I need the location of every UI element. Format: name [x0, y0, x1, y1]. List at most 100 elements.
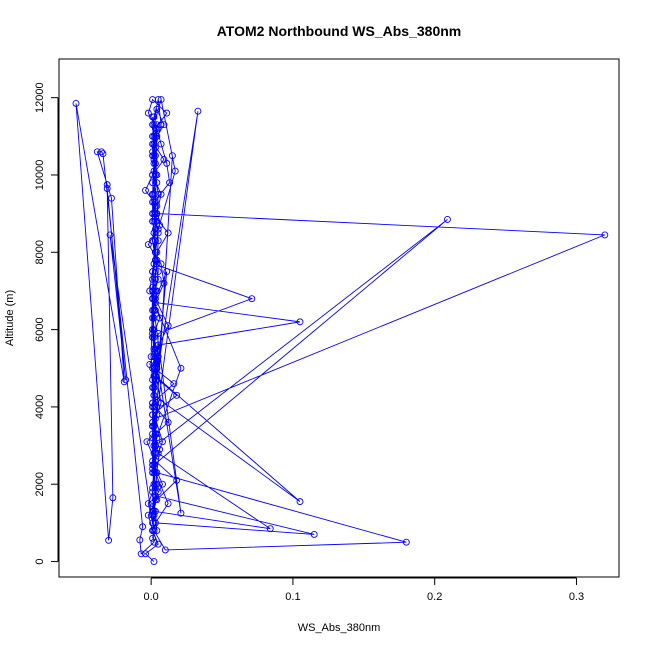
data-point: [150, 132, 158, 140]
data-point: [72, 100, 80, 107]
data-point: [173, 476, 181, 484]
data-point: [149, 295, 157, 303]
data-point: [149, 399, 157, 407]
data-point: [151, 353, 159, 361]
data-point: [149, 418, 157, 426]
y-axis-label: Altitude (m): [4, 290, 16, 346]
y-tick-label: 4000: [34, 395, 46, 419]
y-tick-label: 6000: [34, 317, 46, 341]
data-point: [144, 109, 152, 117]
data-point: [150, 449, 158, 457]
data-point: [149, 364, 157, 372]
data-point: [150, 538, 158, 546]
x-tick-label: 0.0: [144, 591, 159, 603]
data-point: [151, 507, 159, 515]
data-point: [151, 345, 159, 353]
data-point: [402, 538, 410, 546]
data-point: [149, 534, 157, 542]
data-point: [164, 229, 172, 237]
data-point: [149, 411, 157, 419]
data-point: [149, 465, 157, 473]
data-point: [151, 171, 159, 179]
y-tick-label: 10000: [34, 160, 46, 191]
data-point: [151, 237, 159, 245]
data-point: [153, 376, 161, 384]
data-point: [120, 378, 128, 386]
data-point: [144, 241, 152, 249]
data-point: [154, 488, 162, 496]
data-point: [296, 498, 304, 506]
x-axis: 0.0 0.1 0.2 0.3: [144, 577, 584, 603]
data-point: [150, 190, 158, 198]
data-point: [149, 210, 157, 218]
data-point: [157, 190, 165, 198]
data-point: [149, 519, 157, 527]
data-point: [154, 268, 162, 276]
data-point: [149, 500, 157, 508]
data-point: [151, 159, 159, 167]
data-point: [166, 179, 174, 187]
data-point: [150, 167, 158, 175]
data-point: [151, 287, 159, 295]
data-point: [153, 403, 161, 411]
data-point: [150, 558, 158, 565]
x-tick-label: 0.3: [569, 591, 584, 603]
data-point: [157, 121, 165, 129]
data-point: [153, 434, 161, 442]
data-point: [194, 107, 202, 115]
data-point: [153, 260, 161, 268]
data-point: [173, 391, 181, 399]
data-point: [154, 449, 162, 457]
data-point: [144, 500, 152, 508]
data-point: [163, 159, 171, 167]
data-point: [151, 442, 159, 450]
x-tick-label: 0.2: [427, 591, 442, 603]
data-point: [150, 306, 158, 314]
data-point: [151, 519, 159, 527]
data-point: [98, 148, 105, 156]
data-point: [93, 148, 101, 156]
data-point: [153, 469, 161, 477]
data-point: [143, 438, 151, 446]
y-tick-label: 12000: [34, 82, 46, 113]
data-point: [137, 550, 145, 558]
data-point: [153, 105, 161, 113]
data-point: [151, 275, 159, 283]
plot-frame: [58, 58, 620, 578]
data-point: [164, 322, 172, 330]
y-tick-label: 2000: [34, 472, 46, 496]
data-point: [157, 260, 165, 268]
data-point: [163, 268, 171, 276]
data-point: [444, 215, 451, 223]
data-point: [153, 256, 161, 264]
data-point: [151, 372, 159, 380]
data-point: [164, 418, 172, 426]
data-point: [139, 523, 147, 531]
y-tick-label: 8000: [34, 240, 46, 264]
data-point: [122, 376, 130, 384]
data-point: [168, 152, 176, 160]
y-tick-label: 0: [34, 558, 46, 564]
data-point: [153, 121, 161, 129]
data-point: [103, 185, 111, 192]
data-point: [601, 231, 609, 239]
data-point: [161, 546, 169, 554]
data-point: [154, 353, 162, 361]
data-point: [149, 469, 157, 477]
data-point: [296, 318, 304, 326]
chart-title: ATOM2 Northbound WS_Abs_380nm: [217, 23, 462, 39]
data-point: [108, 194, 115, 202]
data-point: [150, 156, 158, 163]
data-point: [109, 494, 117, 502]
data-point: [149, 198, 157, 206]
data-point: [149, 237, 157, 245]
data-point: [149, 333, 157, 341]
data-point: [153, 210, 161, 218]
data-point: [153, 364, 161, 372]
data-point: [164, 500, 172, 508]
data-point: [153, 217, 161, 225]
data-point: [106, 231, 114, 239]
data-point: [159, 480, 166, 488]
data-point: [153, 132, 161, 140]
